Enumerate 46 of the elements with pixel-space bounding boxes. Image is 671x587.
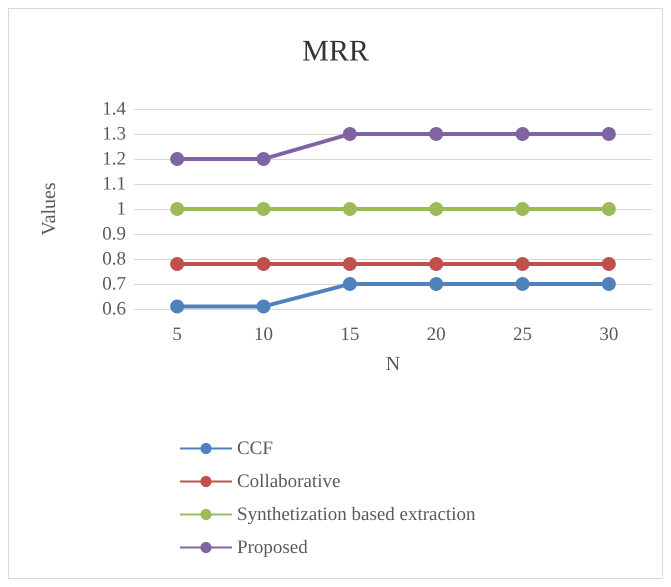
y-tick-label: 1.1 xyxy=(102,174,126,194)
point xyxy=(342,127,357,141)
legend-label: Collaborative xyxy=(237,471,340,492)
point xyxy=(516,202,530,216)
x-tick-label: 10 xyxy=(254,324,273,345)
point xyxy=(256,202,270,216)
point xyxy=(516,277,530,291)
point xyxy=(170,257,184,271)
x-axis-title: N xyxy=(386,353,400,375)
point xyxy=(602,127,616,141)
y-tick-label: 0.9 xyxy=(102,224,126,244)
y-tick-label: 1.3 xyxy=(102,124,126,144)
x-tick-label: 20 xyxy=(426,324,446,345)
point xyxy=(170,152,184,166)
point xyxy=(170,300,184,314)
y-tick-label: 1 xyxy=(116,198,126,220)
point xyxy=(602,277,616,291)
point xyxy=(429,257,444,271)
y-tick-label: 1.2 xyxy=(102,148,126,170)
point xyxy=(342,277,357,291)
legend-label: Proposed xyxy=(237,537,308,558)
point xyxy=(516,127,530,141)
y-tick-label: 1.4 xyxy=(102,98,126,120)
point xyxy=(256,152,270,166)
point xyxy=(602,257,616,271)
point xyxy=(429,202,444,216)
y-axis-title: Values xyxy=(38,182,60,236)
point xyxy=(256,257,270,271)
y-tick-label: 0.7 xyxy=(102,274,126,294)
legend-label: Synthetization based extraction xyxy=(237,504,476,525)
y-tick-label: 0.8 xyxy=(102,248,126,270)
point xyxy=(170,202,184,216)
x-tick-label: 25 xyxy=(513,324,532,345)
point xyxy=(342,257,357,271)
point xyxy=(429,127,444,141)
y-tick-label: 0.6 xyxy=(102,298,126,320)
point xyxy=(256,300,270,314)
x-tick-label: 15 xyxy=(340,324,360,345)
chart-title: MRR xyxy=(302,34,369,68)
legend-label: CCF xyxy=(237,438,273,459)
x-tick-label: 5 xyxy=(172,324,182,345)
point xyxy=(602,202,616,216)
point xyxy=(429,277,444,291)
point xyxy=(342,202,357,216)
point xyxy=(516,257,530,271)
x-tick-label: 30 xyxy=(599,324,618,345)
